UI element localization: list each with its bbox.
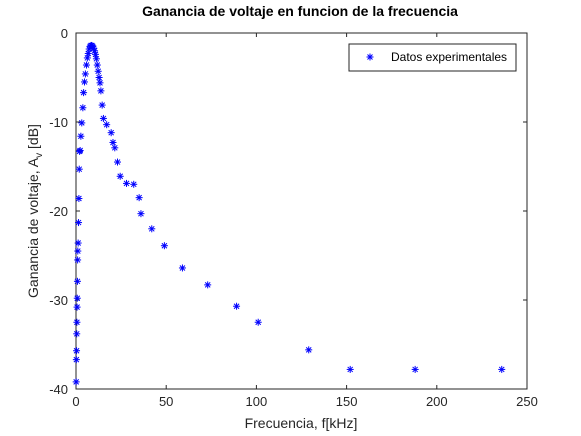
data-point (137, 210, 145, 218)
data-point (113, 158, 121, 166)
axis-ticks: 0 50 100 150 200 250 -40 -30 -20 -10 0 (49, 26, 538, 409)
data-point (72, 356, 80, 364)
data-point (80, 89, 88, 97)
data-point (204, 281, 212, 289)
data-point (95, 74, 103, 81)
y-tick-label: 0 (61, 26, 68, 41)
plot-area (75, 32, 528, 390)
y-axis-label-subscript: v (34, 153, 45, 158)
data-point (91, 47, 99, 55)
data-point (92, 55, 100, 63)
data-point (107, 129, 115, 137)
plot-box (75, 32, 528, 390)
data-point (74, 247, 82, 255)
data-point (109, 138, 117, 146)
data-point (80, 78, 88, 86)
x-tick-label: 250 (516, 394, 538, 409)
data-point (84, 49, 92, 57)
legend-marker-icon (366, 53, 374, 61)
data-point (75, 165, 83, 173)
data-point (72, 378, 80, 386)
data-point (85, 45, 93, 53)
legend-label: Datos experimentales (391, 50, 507, 64)
data-point (73, 318, 81, 326)
data-point (111, 144, 119, 152)
data-point (411, 365, 419, 373)
data-point (77, 132, 85, 140)
data-point (98, 101, 106, 109)
data-point (123, 179, 131, 187)
data-point (73, 303, 81, 311)
data-point (135, 194, 143, 202)
y-tick-label: -10 (49, 115, 68, 130)
data-point (116, 172, 124, 180)
data-point (83, 54, 91, 62)
y-tick-label: -20 (49, 204, 68, 219)
x-axis-label: Frecuencia, f[kHz] (245, 415, 358, 431)
y-axis-label-unit: [dB] (25, 124, 41, 153)
data-point (73, 277, 81, 285)
chart-title: Ganancia de voltaje en funcion de la fre… (142, 3, 458, 19)
data-point (130, 180, 138, 188)
y-axis-label-main: Ganancia de voltaje, A (25, 157, 41, 298)
x-tick-label: 150 (336, 394, 358, 409)
legend: Datos experimentales (348, 43, 517, 72)
data-point (81, 70, 89, 78)
data-point (178, 264, 186, 272)
legend-box (348, 43, 517, 72)
data-point (498, 365, 506, 373)
data-point (75, 219, 83, 227)
data-point (94, 67, 102, 75)
data-point (73, 347, 81, 355)
data-point (103, 121, 111, 129)
data-point (75, 195, 83, 203)
data-point (82, 61, 90, 69)
data-point (99, 114, 107, 122)
data-point (93, 61, 101, 69)
data-point (233, 302, 241, 310)
y-tick-label: -30 (49, 293, 68, 308)
data-point (73, 294, 81, 302)
data-point (91, 50, 99, 58)
data-point (74, 239, 82, 247)
data-point (148, 225, 156, 233)
data-point (346, 365, 354, 373)
y-axis-label: Ganancia de voltaje, Av [dB] (25, 124, 45, 298)
data-point (79, 104, 87, 112)
data-point (160, 242, 168, 250)
data-markers (72, 41, 506, 386)
data-point (305, 346, 313, 354)
data-point (73, 330, 81, 338)
data-point (96, 79, 104, 87)
x-tick-label: 0 (72, 394, 79, 409)
data-point (74, 256, 82, 264)
data-point (254, 318, 262, 326)
legend-asterisk (366, 53, 374, 61)
x-tick-label: 50 (159, 394, 173, 409)
y-tick-label: -40 (49, 382, 68, 397)
data-point (78, 119, 86, 127)
x-tick-label: 200 (426, 394, 448, 409)
data-point (76, 146, 84, 154)
x-tick-label: 100 (246, 394, 268, 409)
data-point (97, 87, 105, 95)
